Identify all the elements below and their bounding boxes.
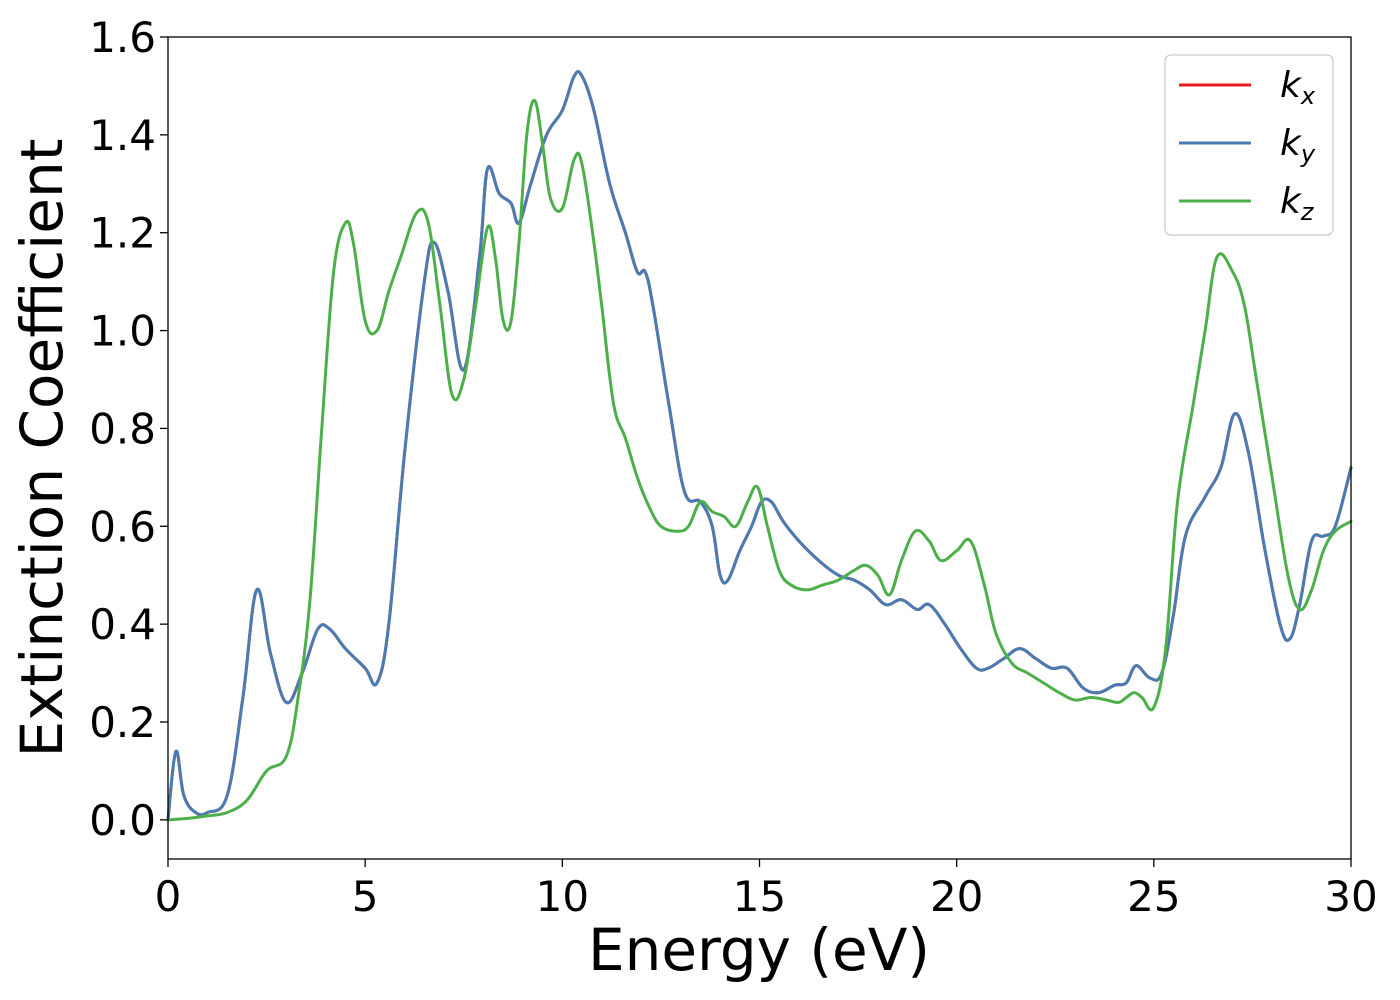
plot-area [168,37,1351,859]
legend-box [1164,54,1334,236]
series-layer [166,70,1353,822]
x-tick-label: 20 [930,872,983,921]
x-axis-ticks: 0 5 10 15 20 25 30 [155,859,1378,921]
legend-label-x: kx [1280,65,1316,110]
x-axis-title: Energy (eV) [588,916,930,984]
x-tick-label: 15 [733,872,786,921]
y-tick-label: 1.2 [89,209,156,258]
series-line-z [166,99,1353,822]
y-tick-label: 0.6 [89,502,156,551]
y-axis-ticks: 0.0 0.2 0.4 0.6 0.8 1.0 1.2 1.4 1.6 [89,13,168,845]
y-tick-label: 0.2 [89,698,156,747]
y-tick-label: 0.4 [89,600,156,649]
x-tick-label: 10 [536,872,589,921]
y-tick-label: 0.8 [89,404,156,453]
y-axis-title: Extinction Coefficient [8,139,76,758]
y-tick-label: 1.4 [89,111,156,160]
x-tick-label: 0 [155,872,182,921]
x-tick-label: 25 [1127,872,1180,921]
y-tick-label: 0.0 [89,796,156,845]
x-tick-label: 5 [352,872,379,921]
y-tick-label: 1.6 [89,13,156,62]
x-tick-label: 30 [1324,872,1377,921]
y-tick-label: 1.0 [89,307,156,356]
series-line-y [166,70,1353,822]
